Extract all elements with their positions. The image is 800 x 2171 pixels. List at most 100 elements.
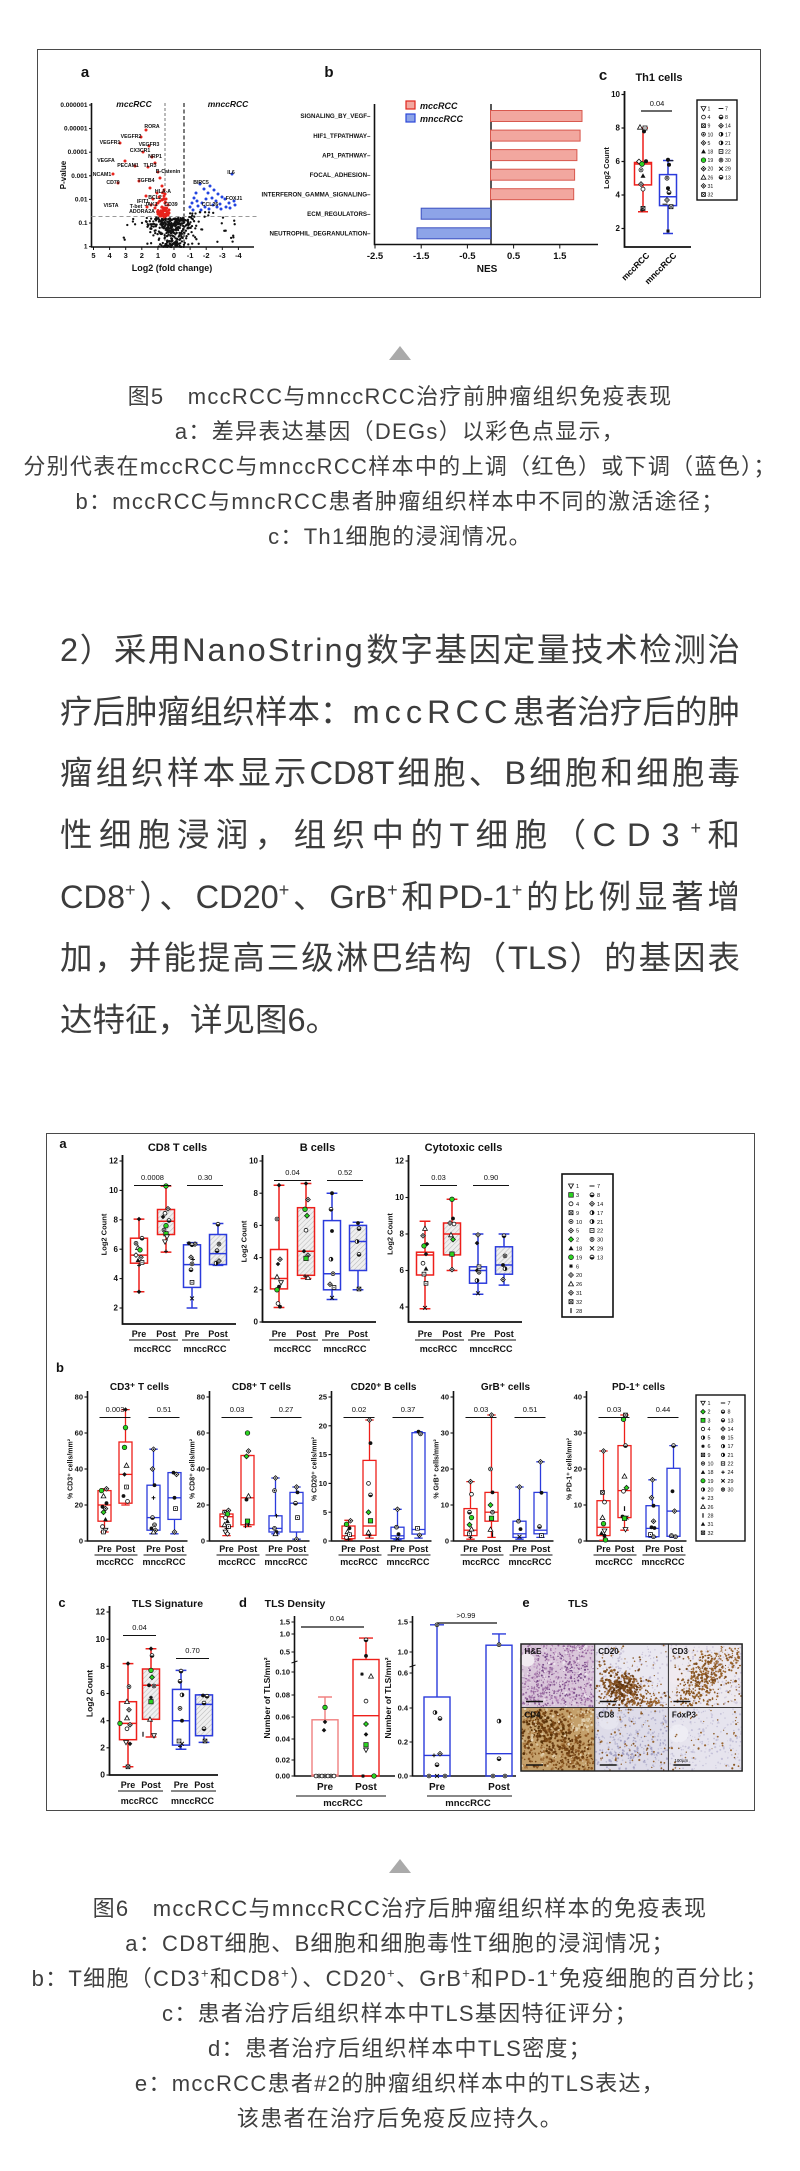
svg-text:0.00: 0.00 <box>275 1772 290 1781</box>
svg-text:40: 40 <box>197 1465 205 1474</box>
svg-text:3: 3 <box>576 1193 579 1199</box>
svg-text:4: 4 <box>114 1274 119 1283</box>
svg-text:mnccRCC: mnccRCC <box>641 1557 685 1567</box>
svg-text:Post: Post <box>531 1544 551 1554</box>
svg-text:Post: Post <box>141 1780 161 1790</box>
svg-text:30: 30 <box>725 158 731 164</box>
svg-text:c: c <box>599 67 607 84</box>
svg-text:22: 22 <box>728 1462 734 1468</box>
svg-text:6: 6 <box>254 1221 259 1230</box>
svg-text:Log2 Count: Log2 Count <box>240 1220 249 1262</box>
svg-text:Post: Post <box>488 1782 510 1793</box>
svg-text:6: 6 <box>100 1688 105 1698</box>
svg-text:30: 30 <box>728 1488 734 1494</box>
svg-text:Cytotoxic cells: Cytotoxic cells <box>425 1142 503 1154</box>
svg-text:Post: Post <box>194 1780 214 1790</box>
svg-text:7: 7 <box>725 107 728 113</box>
svg-text:-2: -2 <box>203 251 210 260</box>
svg-text:Pre: Pre <box>429 1782 446 1793</box>
svg-text:15: 15 <box>728 1436 734 1442</box>
svg-text:30: 30 <box>597 1238 603 1244</box>
svg-text:24: 24 <box>728 1470 734 1476</box>
svg-text:CD8 T cells: CD8 T cells <box>148 1142 207 1154</box>
svg-text:Post: Post <box>664 1544 684 1554</box>
svg-text:b: b <box>324 64 333 81</box>
svg-text:21: 21 <box>725 141 731 147</box>
svg-text:mnccRCC: mnccRCC <box>445 1798 491 1809</box>
svg-text:CD20⁺ B cells: CD20⁺ B cells <box>351 1382 417 1393</box>
svg-text:Number of TLS/mm²: Number of TLS/mm² <box>262 1657 272 1738</box>
svg-text:mccRCC: mccRCC <box>340 1557 378 1567</box>
svg-text:12: 12 <box>109 1157 118 1166</box>
svg-text:4: 4 <box>100 1715 105 1725</box>
svg-text:VEGFR2: VEGFR2 <box>121 134 142 140</box>
svg-text:100µm: 100µm <box>674 1758 688 1763</box>
svg-text:17: 17 <box>725 132 731 138</box>
svg-text:NES: NES <box>477 264 498 275</box>
svg-text:Log2 Count: Log2 Count <box>100 1213 109 1255</box>
svg-text:TLS: TLS <box>568 1598 588 1610</box>
svg-text:0.03: 0.03 <box>431 1173 446 1182</box>
svg-text:40: 40 <box>574 1393 582 1402</box>
svg-text:BCL2: BCL2 <box>148 195 162 201</box>
svg-text:Number of TLS/mm²: Number of TLS/mm² <box>383 1657 393 1738</box>
svg-text:10: 10 <box>576 1220 582 1226</box>
svg-text:0.03: 0.03 <box>607 1405 622 1414</box>
svg-text:31: 31 <box>708 1522 714 1528</box>
svg-text:0.03: 0.03 <box>474 1405 489 1414</box>
svg-text:0.37: 0.37 <box>401 1405 416 1414</box>
svg-text:0.51: 0.51 <box>523 1405 538 1414</box>
svg-text:1: 1 <box>576 1184 579 1190</box>
svg-text:4: 4 <box>108 251 113 260</box>
svg-text:26: 26 <box>576 1282 582 1288</box>
svg-text:0: 0 <box>172 251 176 260</box>
svg-text:CD8: CD8 <box>598 1711 615 1720</box>
svg-text:VEGFA: VEGFA <box>97 158 115 164</box>
svg-text:0.04: 0.04 <box>330 1614 345 1623</box>
svg-text:0.02: 0.02 <box>275 1756 290 1765</box>
svg-text:0.003: 0.003 <box>106 1405 125 1414</box>
svg-text:Post: Post <box>442 1329 462 1339</box>
svg-text:VISTA: VISTA <box>104 203 119 209</box>
svg-text:Log2 Count: Log2 Count <box>386 1213 395 1255</box>
svg-text:4: 4 <box>708 115 711 121</box>
svg-text:Pre: Pre <box>325 1329 340 1339</box>
svg-text:1: 1 <box>84 244 88 251</box>
svg-text:4: 4 <box>616 191 621 200</box>
svg-text:8: 8 <box>400 1230 405 1239</box>
svg-text:PD-1⁺ cells: PD-1⁺ cells <box>612 1382 666 1393</box>
svg-text:FOCAL_ADHESION–: FOCAL_ADHESION– <box>310 172 371 179</box>
svg-text:5: 5 <box>708 1436 711 1442</box>
svg-text:Post: Post <box>360 1544 380 1554</box>
svg-text:17: 17 <box>597 1211 603 1217</box>
svg-text:Pre: Pre <box>471 1329 486 1339</box>
svg-text:HLA-A: HLA-A <box>155 189 171 195</box>
svg-text:0.51: 0.51 <box>157 1405 172 1414</box>
svg-text:e: e <box>522 1595 529 1610</box>
svg-text:9: 9 <box>576 1211 579 1217</box>
svg-text:1.0: 1.0 <box>280 1630 290 1639</box>
svg-text:JAK1: JAK1 <box>144 202 157 208</box>
svg-text:mnccRCC: mnccRCC <box>469 1344 513 1354</box>
svg-text:6: 6 <box>576 1264 579 1270</box>
svg-text:2: 2 <box>576 1238 579 1244</box>
svg-text:0.03: 0.03 <box>230 1405 245 1414</box>
svg-text:10: 10 <box>708 132 714 138</box>
svg-text:a: a <box>81 64 90 81</box>
svg-text:0.2: 0.2 <box>398 1738 408 1747</box>
svg-text:PECAM1: PECAM1 <box>117 163 139 169</box>
svg-text:% GrB⁺ cells/mm²: % GrB⁺ cells/mm² <box>434 1439 441 1499</box>
svg-text:1.5: 1.5 <box>553 251 567 262</box>
svg-text:7: 7 <box>728 1401 731 1407</box>
svg-text:Pre: Pre <box>121 1780 136 1790</box>
svg-text:mnccRCC: mnccRCC <box>508 1557 552 1567</box>
svg-text:mnccRCC: mnccRCC <box>208 99 249 109</box>
svg-text:4: 4 <box>576 1202 579 1208</box>
svg-text:29: 29 <box>597 1247 603 1253</box>
svg-text:8: 8 <box>254 1189 259 1198</box>
svg-text:0.4: 0.4 <box>398 1704 409 1713</box>
svg-text:14: 14 <box>728 1427 734 1433</box>
svg-text:b: b <box>56 1360 64 1375</box>
svg-text:30: 30 <box>574 1429 582 1438</box>
svg-text:d: d <box>239 1595 247 1610</box>
